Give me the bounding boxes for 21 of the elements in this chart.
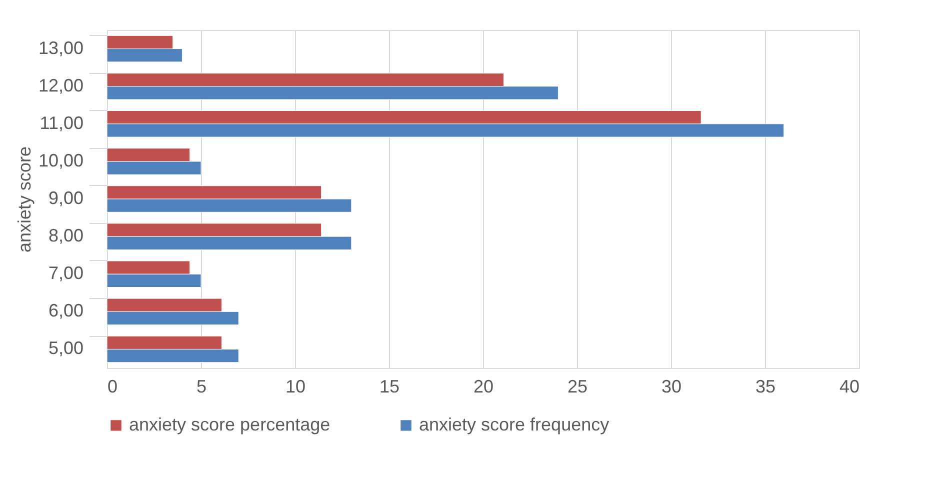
y-tick-label: 13,00 — [38, 38, 84, 58]
x-tick-label: 0 — [108, 376, 118, 396]
x-tick-label: 35 — [755, 376, 776, 396]
y-tick-label: 9,00 — [48, 188, 84, 208]
y-tick-label: 11,00 — [40, 112, 84, 133]
y-tick-label: 5,00 — [48, 338, 84, 358]
y-tick-label: 7,00 — [48, 263, 84, 284]
y-tick-label: 10,00 — [38, 150, 84, 170]
y-axis-title: anxiety score — [14, 146, 34, 253]
x-tick-label: 30 — [661, 376, 682, 396]
y-tick-label: 8,00 — [48, 226, 84, 246]
y-tick-label: 12,00 — [38, 75, 84, 96]
x-tick-label: 5 — [196, 376, 207, 396]
x-tick-label: 25 — [567, 376, 588, 396]
x-tick-label: 15 — [379, 376, 400, 396]
x-tick-label: 20 — [473, 376, 494, 396]
y-tick-label: 6,00 — [48, 300, 84, 321]
legend-label: anxiety score percentage — [129, 414, 330, 434]
x-tick-label: 10 — [285, 376, 306, 396]
legend-label: anxiety score frequency — [419, 414, 610, 434]
x-tick-label: 40 — [839, 376, 860, 396]
